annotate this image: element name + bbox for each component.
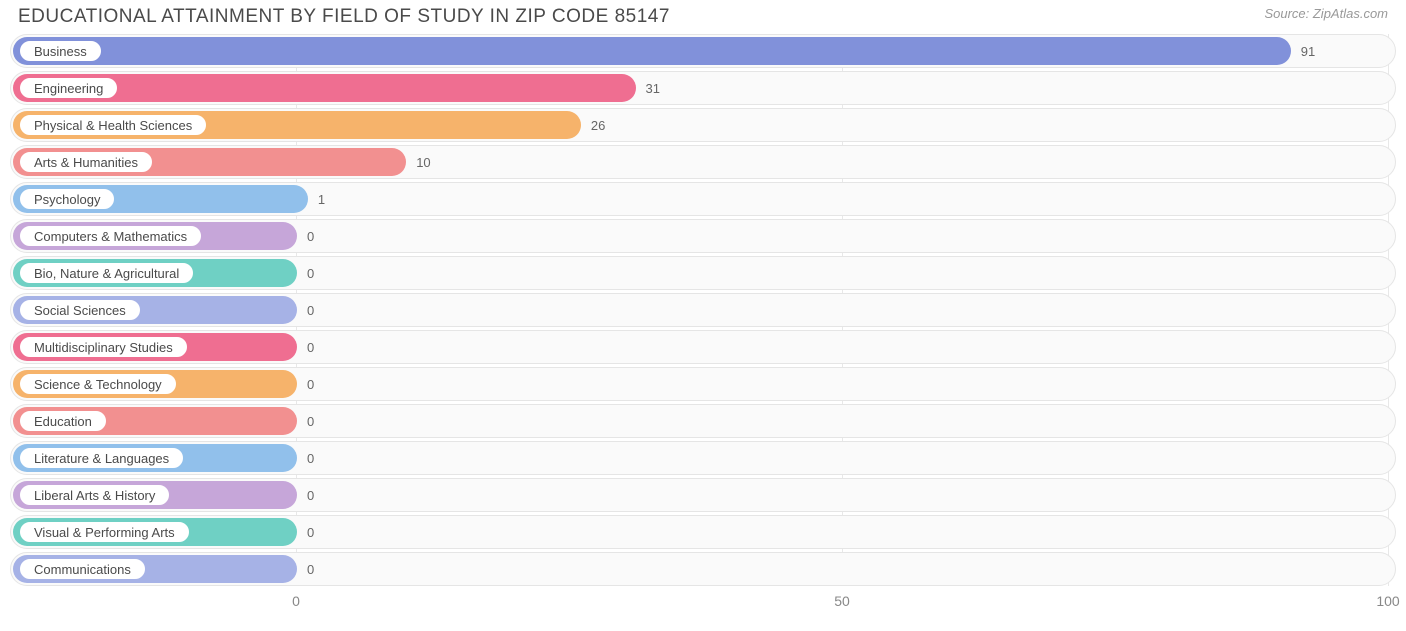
category-pill: Multidisciplinary Studies (19, 336, 188, 358)
chart-area: Business91Engineering31Physical & Health… (0, 30, 1406, 586)
value-label: 0 (307, 405, 314, 439)
category-pill: Business (19, 40, 102, 62)
category-pill: Psychology (19, 188, 115, 210)
category-pill: Arts & Humanities (19, 151, 153, 173)
axis-tick: 0 (292, 593, 300, 609)
axis-tick: 50 (834, 593, 850, 609)
value-label: 0 (307, 331, 314, 365)
bar-row: Business 91 (10, 34, 1396, 68)
bar-row: Communications 0 (10, 552, 1396, 586)
bar-row: Arts & Humanities 10 (10, 145, 1396, 179)
bar-row: Engineering 31 (10, 71, 1396, 105)
value-label: 0 (307, 553, 314, 587)
bar-row: Visual & Performing Arts 0 (10, 515, 1396, 549)
value-label: 0 (307, 257, 314, 291)
value-label: 26 (591, 109, 605, 143)
value-label: 0 (307, 442, 314, 476)
value-label: 91 (1301, 35, 1315, 69)
bar-row: Social Sciences 0 (10, 293, 1396, 327)
value-label: 0 (307, 516, 314, 550)
bar-row: Literature & Languages 0 (10, 441, 1396, 475)
category-pill: Computers & Mathematics (19, 225, 202, 247)
bar-row: Psychology 1 (10, 182, 1396, 216)
chart-source: Source: ZipAtlas.com (1264, 6, 1388, 21)
category-pill: Education (19, 410, 107, 432)
value-label: 0 (307, 368, 314, 402)
category-pill: Liberal Arts & History (19, 484, 170, 506)
category-pill: Bio, Nature & Agricultural (19, 262, 194, 284)
category-pill: Physical & Health Sciences (19, 114, 207, 136)
bar-row: Computers & Mathematics 0 (10, 219, 1396, 253)
category-pill: Communications (19, 558, 146, 580)
bar-row: Education 0 (10, 404, 1396, 438)
category-pill: Literature & Languages (19, 447, 184, 469)
value-label: 31 (646, 72, 660, 106)
axis-tick: 100 (1376, 593, 1399, 609)
chart-header: EDUCATIONAL ATTAINMENT BY FIELD OF STUDY… (0, 0, 1406, 30)
value-label: 10 (416, 146, 430, 180)
value-label: 0 (307, 479, 314, 513)
category-pill: Engineering (19, 77, 118, 99)
category-pill: Visual & Performing Arts (19, 521, 190, 543)
bar-row: Liberal Arts & History 0 (10, 478, 1396, 512)
value-label: 0 (307, 220, 314, 254)
chart-title: EDUCATIONAL ATTAINMENT BY FIELD OF STUDY… (18, 6, 670, 28)
x-axis: 0 50 100 (10, 589, 1396, 619)
category-pill: Social Sciences (19, 299, 141, 321)
bar-row: Physical & Health Sciences 26 (10, 108, 1396, 142)
value-label: 0 (307, 294, 314, 328)
category-pill: Science & Technology (19, 373, 177, 395)
bar-row: Science & Technology 0 (10, 367, 1396, 401)
value-label: 1 (318, 183, 325, 217)
bar-fill (13, 37, 1291, 65)
bar-row: Bio, Nature & Agricultural 0 (10, 256, 1396, 290)
bar-row: Multidisciplinary Studies 0 (10, 330, 1396, 364)
